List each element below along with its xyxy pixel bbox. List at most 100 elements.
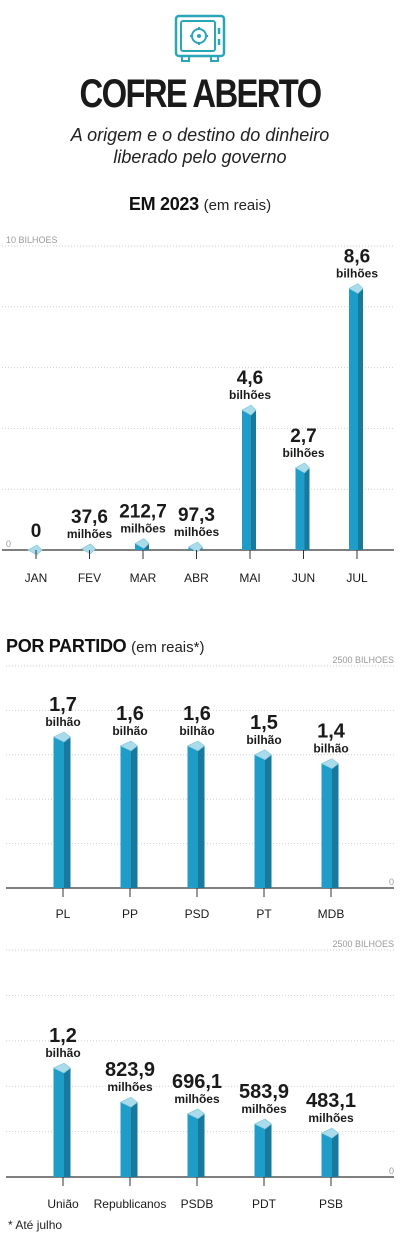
axis-top-label: 2500 BILHÕES xyxy=(332,940,394,949)
value-unit-label: bilhão xyxy=(45,1046,80,1060)
bar-top-cap xyxy=(134,538,150,549)
bar-top-cap xyxy=(52,731,71,743)
bar-front-face xyxy=(53,737,64,888)
bar-top-cap xyxy=(80,543,96,555)
value-unit-label: milhões xyxy=(241,1102,287,1116)
section-party-title: POR PARTIDO xyxy=(6,636,127,656)
value-label: 8,6 xyxy=(344,247,370,268)
value-unit-label: bilhão xyxy=(179,724,214,738)
category-label: JAN xyxy=(25,571,48,585)
value-unit-label: bilhão xyxy=(45,715,80,729)
footnote: * Até julho xyxy=(8,1218,63,1232)
bar-front-face xyxy=(254,754,265,888)
category-label: ABR xyxy=(184,571,209,585)
bar-front-face xyxy=(349,288,358,550)
bar-top-cap xyxy=(320,1127,339,1139)
category-label: MDB xyxy=(318,907,345,921)
section-2023-title: EM 2023 xyxy=(128,194,199,214)
value-label: 483,1 xyxy=(306,1090,356,1112)
bar-front-face xyxy=(295,467,305,550)
value-unit-label: bilhão xyxy=(112,724,147,738)
value-label: 583,9 xyxy=(239,1081,289,1103)
category-label: União xyxy=(47,1197,79,1211)
monthly-bar-chart: 10 BILHÕES00JAN37,6milhõesFEV212,7milhõe… xyxy=(2,236,394,585)
bar-top-cap xyxy=(52,1062,71,1074)
gridlines xyxy=(2,245,394,490)
bar-front-face xyxy=(53,1068,64,1177)
safe-icon xyxy=(172,12,228,68)
category-label: JUN xyxy=(292,571,315,585)
bar-top-cap xyxy=(253,749,272,761)
bar-top-cap xyxy=(186,1108,205,1120)
value-unit-label: bilhões xyxy=(336,267,378,281)
value-unit-label: bilhões xyxy=(282,446,324,460)
value-unit-label: milhões xyxy=(120,522,166,536)
party-bar-chart-1: 2500 BILHÕES01,7bilhãoPL1,6bilhãoPP1,6bi… xyxy=(6,656,394,921)
value-unit-label: bilhão xyxy=(313,742,348,756)
value-unit-label: milhões xyxy=(308,1111,354,1125)
bar-front-face xyxy=(120,1102,131,1177)
category-label: PP xyxy=(122,907,138,921)
axis-top-label: 10 BILHÕES xyxy=(6,236,58,245)
subtitle-line-2: liberado pelo governo xyxy=(113,147,287,167)
bar-top-cap xyxy=(119,740,138,752)
value-unit-label: milhões xyxy=(174,1092,220,1106)
value-unit-label: milhões xyxy=(107,1080,153,1094)
bar-side-face xyxy=(332,1133,339,1177)
axis-zero-label: 0 xyxy=(6,539,11,549)
page-subtitle: A origem e o destino do dinheiro liberad… xyxy=(60,124,340,168)
value-label: 1,2 xyxy=(49,1025,77,1047)
bar-side-face xyxy=(131,745,138,888)
bar-top-cap xyxy=(320,758,339,770)
category-label: PSD xyxy=(185,907,210,921)
bar-front-face xyxy=(321,1133,332,1177)
bar-top-cap xyxy=(253,1118,272,1130)
bar-front-face xyxy=(135,543,144,550)
bar-top-cap xyxy=(119,1096,138,1108)
bar-front-face xyxy=(254,1123,265,1177)
bar-top-cap xyxy=(27,544,43,556)
bar-side-face xyxy=(265,1123,272,1177)
value-label: 1,5 xyxy=(250,712,278,734)
bar-top-cap xyxy=(186,740,205,752)
bar-side-face xyxy=(358,288,363,550)
category-label: PSB xyxy=(319,1197,343,1211)
axis-zero-label: 0 xyxy=(389,1166,394,1176)
value-label: 1,6 xyxy=(183,703,211,725)
bar-top-cap xyxy=(348,283,364,294)
value-label: 97,3 xyxy=(178,505,215,526)
section-2023-heading: EM 2023 (em reais) xyxy=(0,194,400,215)
value-label: 37,6 xyxy=(71,507,108,528)
category-label: PT xyxy=(256,907,272,921)
value-label: 1,7 xyxy=(49,694,77,716)
bar-top-cap xyxy=(187,541,203,553)
value-unit-label: milhões xyxy=(67,527,113,541)
bar-side-face xyxy=(64,1068,71,1177)
bar-side-face xyxy=(251,410,256,550)
bar-side-face xyxy=(198,1113,205,1177)
value-unit-label: bilhões xyxy=(229,388,271,402)
category-label: PSDB xyxy=(181,1197,214,1211)
bar-side-face xyxy=(304,467,310,550)
bar-side-face xyxy=(131,1102,138,1177)
value-unit-label: milhões xyxy=(174,525,220,539)
bar-side-face xyxy=(332,763,339,888)
axis-zero-label: 0 xyxy=(389,877,394,887)
page-title: COFRE ABERTO xyxy=(79,72,323,116)
category-label: MAR xyxy=(130,571,157,585)
bar-top-cap xyxy=(241,404,257,416)
